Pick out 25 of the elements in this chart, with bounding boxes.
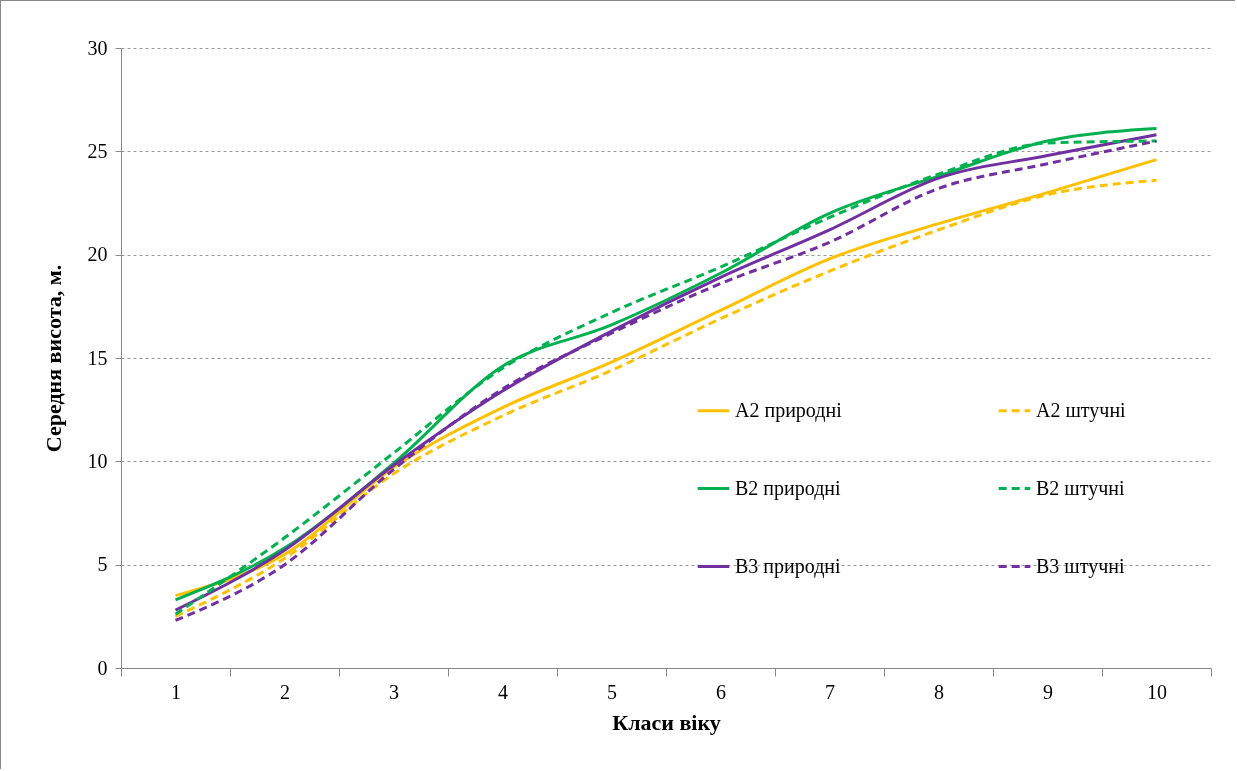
x-tick-label: 10 — [1147, 680, 1167, 703]
y-tick-label: 15 — [87, 346, 108, 369]
x-tick-label: 7 — [825, 680, 835, 703]
y-tick-label: 30 — [87, 36, 108, 59]
y-tick-label: 0 — [97, 656, 108, 679]
legend-label: В3 штучні — [1036, 554, 1125, 578]
x-tick-label: 5 — [607, 680, 617, 703]
legend-label: В3 природні — [735, 554, 842, 578]
legend-label: А2 природні — [735, 398, 843, 422]
x-tick-label: 6 — [716, 680, 726, 703]
y-axis-title: Середня висота, м. — [40, 264, 66, 453]
x-tick-label: 9 — [1043, 680, 1053, 703]
x-tick-label: 2 — [280, 680, 290, 703]
x-tick-label: 1 — [171, 680, 181, 703]
x-tick-label: 4 — [498, 680, 508, 703]
y-tick-label: 20 — [87, 243, 108, 266]
legend-label: А2 штучні — [1036, 398, 1127, 422]
y-tick-label: 5 — [97, 553, 108, 576]
y-tick-label: 25 — [87, 139, 108, 162]
x-axis-title: Класи віку — [612, 709, 721, 735]
y-tick-label: 10 — [87, 449, 108, 472]
legend-label: В2 штучні — [1036, 476, 1125, 500]
legend-label: В2 природні — [735, 476, 842, 500]
x-tick-label: 8 — [934, 680, 944, 703]
x-tick-label: 3 — [389, 680, 399, 703]
